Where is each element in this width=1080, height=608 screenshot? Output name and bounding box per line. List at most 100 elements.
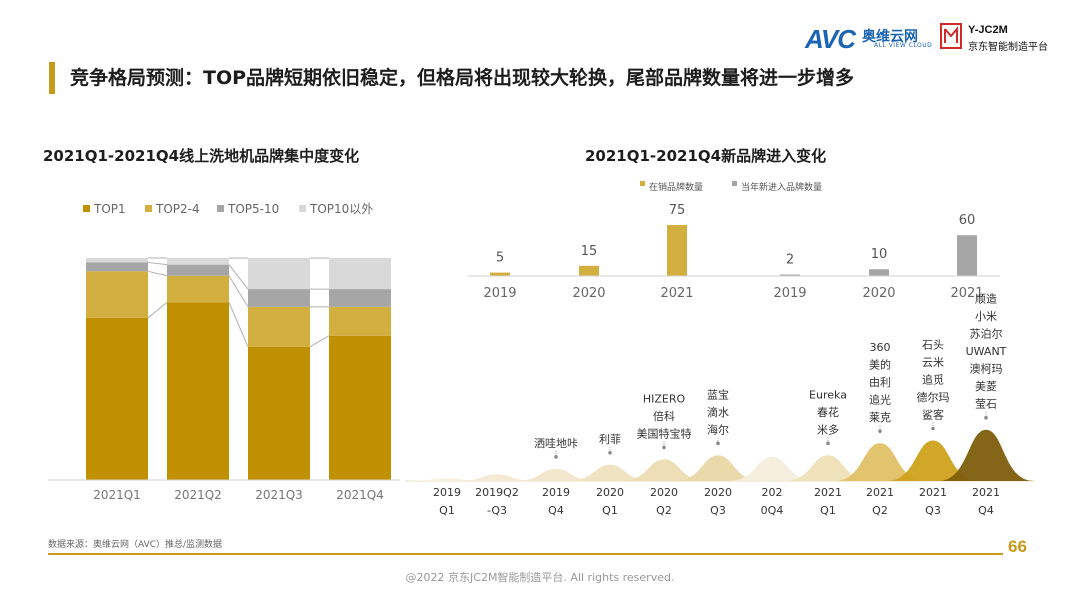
slide-title: 竞争格局预测：TOP品牌短期依旧稳定，但格局将出现较大轮换，尾部品牌数量将进一步… — [70, 67, 855, 89]
stacked-bar-segment — [167, 275, 229, 303]
brand-label: 倍科 — [653, 409, 675, 423]
bar — [667, 225, 687, 276]
stacked-bar-segment — [329, 289, 391, 307]
brand-wave-chart: 2019 Q1 2019Q2 -Q3 2019 Q4 洒哇地咔 2020 Q1 利菲 2020 Q2 H… — [405, 292, 1035, 517]
x-tick-label: Q1 — [439, 504, 455, 517]
brand-label: 米多 — [817, 422, 839, 436]
brand-wave — [406, 478, 488, 481]
bar — [957, 235, 977, 276]
x-tick-label: Q4 — [978, 504, 994, 517]
legend-swatch — [732, 181, 737, 186]
data-label: 10 — [871, 247, 888, 262]
data-label: 2 — [786, 253, 794, 268]
brand-label: 澳柯玛 — [970, 363, 1003, 376]
stacked-bar-segment — [329, 258, 391, 290]
x-tick-label: 2021Q4 — [336, 488, 384, 502]
stacked-bar-segment — [248, 306, 310, 347]
data-label: 75 — [669, 203, 686, 218]
brand-label: 美国特宝特 — [637, 426, 692, 440]
stacked-bar-segment — [248, 289, 310, 307]
brand-label: 莹石 — [975, 398, 997, 411]
brand-label: 鲨客 — [922, 408, 944, 422]
brand-wave — [674, 455, 762, 481]
brand-wave — [514, 468, 598, 481]
brand-label: 顺造 — [975, 292, 997, 306]
brand-label: 由利 — [869, 375, 891, 389]
callout-dot — [554, 455, 558, 459]
x-tick-label: 2019 — [433, 486, 461, 499]
jc2m-logo-text: Y-JC2M — [968, 24, 1008, 36]
brand-label: 苏泊尔 — [970, 328, 1003, 341]
stacked-bar-segment — [248, 346, 310, 480]
stacked-bar-segment — [86, 258, 148, 263]
left-chart-title: 2021Q1-2021Q4线上洗地机品牌集中度变化 — [43, 147, 360, 165]
brand-label: 洒哇地咔 — [534, 437, 578, 450]
legend-swatch — [83, 205, 90, 212]
x-tick-label: Q3 — [710, 504, 726, 517]
x-tick-label: 2020 — [572, 286, 605, 301]
brand-label: 小米 — [975, 310, 997, 323]
brand-wave — [886, 440, 980, 481]
brand-wave — [834, 443, 926, 481]
stacked-bar-segment — [86, 271, 148, 318]
x-tick-label: 2021Q2 — [174, 488, 222, 502]
brand-wave — [784, 455, 872, 481]
copyright-footer: @2022 京东JC2M智能制造平台. All rights reserved. — [405, 571, 675, 584]
bottom-divider — [48, 553, 1003, 555]
avc-logo-cn: 奥维云网 — [862, 29, 918, 45]
x-tick-label: 2021 — [972, 486, 1000, 499]
x-tick-label: 2019 — [483, 286, 516, 301]
stacked-bar-segment — [248, 258, 310, 290]
data-label: 60 — [959, 213, 976, 228]
brand-label: UWANT — [966, 345, 1007, 358]
brand-label: 滴水 — [707, 405, 729, 419]
series-connector — [147, 302, 168, 319]
x-tick-label: 2021 — [660, 286, 693, 301]
brand-wave — [567, 464, 653, 481]
stacked-bar-segment — [86, 262, 148, 272]
page-number: 66 — [1008, 537, 1027, 556]
x-tick-label: 2020 — [650, 486, 678, 499]
stacked-bar-segment — [167, 264, 229, 276]
series-connector — [228, 275, 249, 308]
avc-logo: AVC — [805, 24, 856, 54]
x-tick-label: Q1 — [820, 504, 836, 517]
brand-label: 美菱 — [975, 380, 997, 393]
brand-label: 海尔 — [707, 422, 729, 436]
x-tick-label: 2020 — [704, 486, 732, 499]
brand-wave — [620, 459, 708, 481]
brand-label: 美的 — [869, 358, 891, 372]
brand-label: 云米 — [922, 356, 944, 369]
x-tick-label: Q1 — [602, 504, 618, 517]
series-connector — [147, 261, 168, 266]
brand-label: 蓝宝 — [707, 387, 729, 401]
right-chart-title: 2021Q1-2021Q4新品牌进入变化 — [585, 147, 827, 165]
bar — [579, 265, 599, 276]
jc2m-logo-subtext: 京东智能制造平台 — [968, 42, 1048, 53]
brand-label: 追觅 — [922, 373, 944, 387]
callout-dot — [826, 441, 830, 446]
legend-label: TOP10以外 — [309, 202, 373, 216]
x-tick-label: Q4 — [548, 504, 564, 517]
brand-wave — [455, 474, 539, 481]
x-tick-label: Q2 — [656, 504, 672, 517]
data-source: 数据来源：奥维云网（AVC）推总/监测数据 — [48, 540, 223, 550]
x-tick-label: 2020 — [862, 286, 895, 301]
x-tick-label: 2019Q2 — [475, 486, 519, 499]
brand-label: 追光 — [869, 393, 891, 407]
x-tick-label: 2021 — [814, 486, 842, 499]
brand-count-chart: 在销品牌数量 当年新进入品牌数量 5 2019 15 2020 75 2021 2 2019 10 2… — [468, 181, 1000, 301]
series-connector — [228, 302, 249, 347]
series-connector — [147, 270, 168, 277]
title-accent-bar — [49, 62, 55, 94]
x-tick-label: 202 — [762, 486, 783, 499]
stacked-bar-segment — [86, 317, 148, 480]
series-connector — [309, 335, 330, 348]
callout-dot — [716, 441, 720, 446]
x-tick-label: -Q3 — [487, 504, 507, 517]
x-tick-label: 2021 — [866, 486, 894, 499]
legend-swatch — [299, 205, 306, 212]
brand-wave — [728, 456, 816, 481]
series-connector — [228, 264, 249, 290]
stacked-bar-segment — [167, 258, 229, 265]
